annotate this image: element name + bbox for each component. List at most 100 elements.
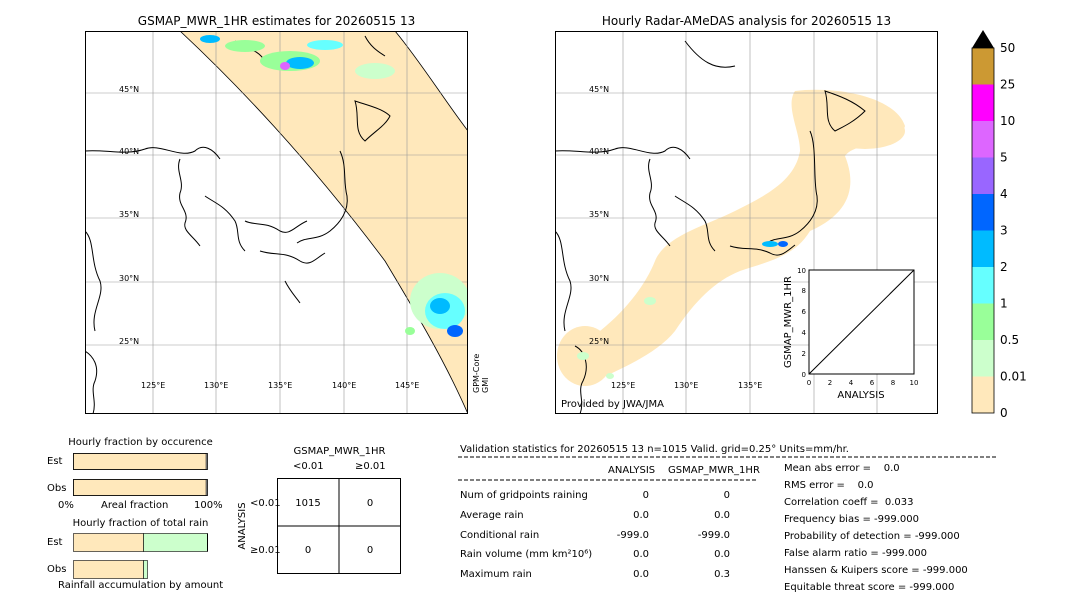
contingency-cell: 0	[367, 498, 373, 509]
total-rain-title: Hourly fraction of total rain	[72, 518, 209, 529]
colorbar-segment	[972, 230, 994, 267]
y-tick: 2	[802, 350, 806, 358]
validation-row-label: Num of gridpoints raining	[460, 490, 588, 501]
validation-row-label: Average rain	[460, 510, 524, 521]
colorbar-label: 0.01	[1000, 370, 1027, 384]
left-lat-label: 30°N	[119, 274, 139, 283]
areal-axis-left: 0%	[58, 500, 74, 511]
areal-axis-mid: Areal fraction	[101, 500, 169, 511]
right-lon-label: 130°E	[674, 381, 698, 390]
validation-header: Validation statistics for 20260515 13 n=…	[460, 444, 849, 455]
areal-axis-right: 100%	[194, 500, 223, 511]
x-tick: 4	[849, 379, 854, 387]
right-lon-label: 125°E	[611, 381, 635, 390]
left-side-labels: GPM-Core GMI	[472, 354, 490, 393]
right-map-title: Hourly Radar-AMeDAS analysis for 2026051…	[601, 14, 892, 28]
validation-score: RMS error = 0.0	[784, 480, 874, 491]
left-grid	[85, 31, 468, 414]
colorbar-label: 5	[1000, 151, 1008, 165]
inset-xlabel: ANALYSIS	[837, 390, 884, 401]
colorbar-segment	[972, 48, 994, 85]
left-lat-label: 35°N	[119, 210, 139, 219]
validation-row-analysis: 0	[642, 490, 649, 501]
provider-label: Provided by JWA/JMA	[561, 399, 664, 410]
colorbar-segment	[972, 303, 994, 340]
colorbar-segment	[972, 340, 994, 377]
occurence-obs-label: Obs	[47, 483, 67, 494]
total-rain-footer: Rainfall accumulation by amount	[58, 580, 224, 591]
colorbar-label: 0.5	[1000, 333, 1019, 347]
contingency-cell: 1015	[295, 498, 320, 509]
validation-score: Correlation coeff = 0.033	[784, 497, 914, 508]
colorbar-segment	[972, 194, 994, 231]
left-lon-label: 130°E	[204, 381, 228, 390]
occurence-est-label: Est	[47, 456, 63, 467]
occurence-bars	[73, 453, 208, 496]
validation-row-label: Conditional rain	[460, 530, 540, 541]
total-est-label: Est	[47, 537, 63, 548]
y-tick: 4	[802, 329, 807, 337]
colorbar-label: 0	[1000, 406, 1008, 420]
right-lat-label: 35°N	[589, 210, 609, 219]
left-lon-label: 135°E	[268, 381, 292, 390]
left-lon-label: 125°E	[141, 381, 165, 390]
x-tick: 2	[828, 379, 832, 387]
total-est-seg-low	[73, 533, 144, 552]
col-analysis-header: ANALYSIS	[608, 465, 656, 476]
y-tick: 6	[802, 308, 807, 316]
x-tick: 8	[891, 379, 895, 387]
colorbar-label: 4	[1000, 187, 1008, 201]
right-lat-label: 40°N	[589, 147, 609, 156]
y-tick: 10	[797, 267, 806, 275]
colorbar-segment	[972, 157, 994, 194]
colorbar-label: 3	[1000, 224, 1008, 238]
validation-score: Frequency bias = -999.000	[784, 514, 919, 525]
left-lat-label: 40°N	[119, 147, 139, 156]
left-lon-label: 145°E	[395, 381, 419, 390]
contingency-col1: <0.01	[293, 461, 324, 472]
contingency-row1: <0.01	[250, 498, 281, 509]
colorbar-label: 50	[1000, 41, 1015, 55]
validation-row-gsmap: 0.3	[714, 569, 730, 580]
total-rain-bars	[73, 533, 208, 579]
left-lat-label: 45°N	[119, 85, 139, 94]
validation-dividers	[458, 456, 996, 481]
inset-ylabel: GSMAP_MWR_1HR	[783, 276, 794, 368]
scatter-inset: 0 2 4 6 8 10 0 2 4 6 8 10 ANALYSIS GSMAP…	[783, 267, 918, 401]
left-lat-label: 25°N	[119, 337, 139, 346]
contingency-cell: 0	[305, 545, 311, 556]
total-est-seg-mid	[143, 533, 208, 552]
validation-row-gsmap: 0.0	[714, 510, 730, 521]
validation-score: Probability of detection = -999.000	[784, 531, 960, 542]
right-lat-label: 25°N	[589, 337, 609, 346]
colorbar-label: 25	[1000, 78, 1015, 92]
contingency-col2: ≥0.01	[355, 461, 386, 472]
left-precip	[200, 35, 468, 337]
left-lon-label: 140°E	[332, 381, 356, 390]
x-tick: 6	[870, 379, 875, 387]
left-map-title: GSMAP_MWR_1HR estimates for 20260515 13	[137, 14, 416, 28]
occurence-est-bar	[73, 453, 207, 470]
y-tick: 8	[802, 287, 806, 295]
contingency-row2: ≥0.01	[250, 545, 281, 556]
col-gsmap-header: GSMAP_MWR_1HR	[668, 465, 760, 476]
validation-row-analysis: 0.0	[633, 510, 649, 521]
y-tick: 0	[802, 371, 806, 379]
right-lat-label: 30°N	[589, 274, 609, 283]
colorbar-segment	[972, 376, 994, 413]
validation-row-analysis: 0.0	[633, 569, 649, 580]
total-obs-seg-mid	[143, 560, 148, 579]
right-lat-label: 45°N	[589, 85, 609, 94]
validation-row-gsmap: 0	[723, 490, 730, 501]
validation-score: Hanssen & Kuipers score = -999.000	[784, 565, 968, 576]
contingency-title: GSMAP_MWR_1HR	[293, 446, 386, 457]
colorbar: 50 25 10 5 4 3 2 1 0.5 0.01 0	[971, 30, 1027, 420]
right-precip	[577, 241, 788, 379]
validation-row-gsmap: -999.0	[697, 530, 730, 541]
validation-score: False alarm ratio = -999.000	[784, 548, 927, 559]
side-label-gmi: GMI	[481, 378, 490, 393]
colorbar-segment	[972, 84, 994, 121]
radar-coverage	[574, 89, 905, 387]
x-tick: 0	[807, 379, 811, 387]
validation-row-label: Maximum rain	[460, 569, 532, 580]
